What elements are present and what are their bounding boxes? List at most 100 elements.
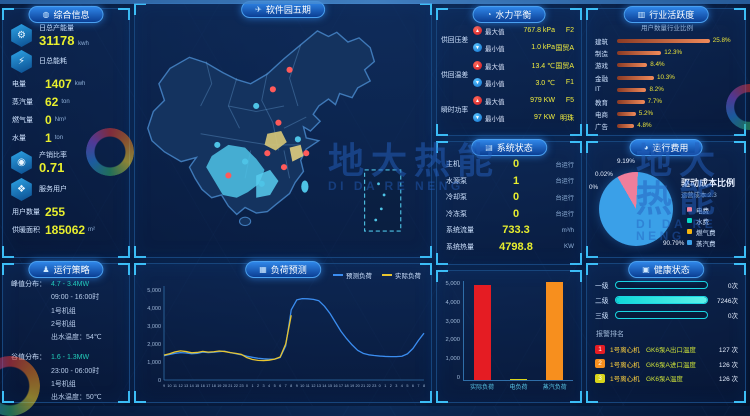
map-marker[interactable] [280,164,288,171]
industry-row[interactable]: 电商 5.2% [595,108,739,120]
bar[interactable]: 蒸汽负荷 [543,282,567,391]
bar[interactable]: 电负荷 [509,378,527,391]
panel-title: 水力平衡 [495,10,532,20]
industry-percent: 4.8% [637,122,652,130]
industry-category: 金融 [595,75,608,83]
map-marker[interactable] [225,172,232,179]
series-实际负荷 [163,315,292,362]
gear-icon: ⚙ [11,24,32,47]
pie-icon: ◕ [643,142,649,152]
legend-item[interactable]: 预测负荷 [333,270,372,280]
map-marker[interactable] [264,150,271,157]
bolt-icon: ⚡ [11,50,32,73]
level-bar[interactable] [615,295,708,304]
ytick: 0 [456,374,460,381]
overview-group-row: ⚙ 日总产能量 31178 kwh [10,24,123,47]
level-value: 0次 [727,282,738,290]
industry-category: 制造 [595,51,608,59]
china-map[interactable] [145,22,423,240]
map-marker[interactable] [275,119,282,126]
alarm-row[interactable]: 1 1号离心机 GK6泵A出口温度 127 次 [595,342,738,357]
alarm-count: 126 次 [718,361,738,369]
xtick: 21 [361,384,365,388]
level-label: 二级 [595,297,609,305]
overview-group-text: 日总产能量 31178 kwh [39,24,89,47]
industry-row[interactable]: 广告 4.8% [595,120,739,132]
panel-system-header[interactable]: ▤ 系统状态 [471,139,547,156]
bars-icon: ▥ [637,9,646,19]
system-label: 系统流量 [446,227,474,235]
alarm-count: 126 次 [718,376,738,384]
level-bar[interactable] [615,280,708,289]
level-bar[interactable] [615,310,708,319]
stat-row: 蒸汽量 62 ton [12,95,123,109]
xtick: 0 [246,384,248,388]
panel-hydraulic-header[interactable]: ◔ 水力平衡 [472,6,546,23]
top-strip [0,0,750,4]
industry-bar-chart[interactable]: 建筑 25.8% 制造 12.3% 游戏 8.4% 金融 10.3% IT 8.2% 教育 7.7% 电… [595,35,739,133]
industry-bar [617,39,710,44]
industry-row[interactable]: 金融 10.3% [595,72,739,84]
hydraulic-row: ▲ 最大值 979 KW F5 [473,92,577,109]
system-value: 1 [512,174,520,187]
panel-industry-header[interactable]: ▥ 行业活跃度 [623,6,709,23]
panel-forecast-header[interactable]: ▦ 负荷预测 [245,261,321,278]
system-status: m³/h [561,226,574,234]
overview-group-row: ◉ 产销比率 0.71 [10,151,123,174]
alarm-row[interactable]: 3 1号离心机 GK6泵A温度 126 次 [595,371,738,386]
legend-item[interactable]: 水费 [687,215,716,226]
map-marker[interactable] [253,102,260,110]
strategy-detail: 1.6 - 1.3MW 23:00 - 06:00时 1号机组 出水温度：50℃ [51,351,123,404]
xtick: 16 [333,384,337,388]
industry-row[interactable]: 游戏 8.4% [595,59,739,71]
industry-row[interactable]: 建筑 25.8% [595,35,739,47]
cost-pie-chart[interactable] [599,172,673,246]
hydraulic-body: 供回压差 ▲ 最大值 767.8 kPa F2 ▼ 最小值 1.0 kPa 国贸A 供回温差 ▲ 最大… [441,22,577,126]
hydraulic-value: 1.0 kPa [531,44,555,51]
legend-item[interactable]: 燃气费 [687,226,716,237]
panel-title: 综合信息 [53,10,90,20]
map-marker[interactable] [269,86,276,93]
bar-category: 实际负荷 [470,385,495,391]
map-marker[interactable] [242,158,249,165]
hydraulic-group: 供回温差 ▲ 最大值 13.4 ℃ 国贸A ▼ 最小值 3.0 ℃ F1 [441,57,577,91]
overview-body: ⚙ 日总产能量 31178 kwh ⚡ 日总能耗 电量 1407 kwh 蒸汽量 62 ton 燃气量… [10,24,123,237]
industry-row[interactable]: 教育 7.7% [595,96,739,108]
panel-health-header[interactable]: ▣ 健康状态 [628,261,704,278]
plane-icon: ✈ [255,4,262,14]
map-marker[interactable] [294,136,301,143]
map-marker[interactable] [258,180,265,187]
industry-row[interactable]: IT 8.2% [595,84,739,96]
forecast-legend[interactable]: 预测负荷 实际负荷 [333,270,421,280]
bar[interactable]: 实际负荷 [470,284,494,391]
strategy-range: 4.7 - 3.4MW [51,281,90,288]
hydraulic-group-label: 供回压差 [441,37,469,44]
ytick: 2,000 [445,337,460,344]
hydraulic-group-label: 瞬时功率 [441,107,469,114]
industry-percent: 10.3% [657,73,675,81]
map-marker[interactable] [286,66,293,73]
ytick: 0 [158,378,161,384]
industry-row[interactable]: 制造 12.3% [595,47,739,59]
load-bar-chart[interactable]: 实际负荷 电负荷 蒸汽负荷 [463,281,573,391]
xtick: 22 [234,384,238,388]
map-marker[interactable] [214,141,221,148]
xtick: 3 [395,384,397,388]
map-marker[interactable] [303,150,310,157]
alarm-row[interactable]: 2 1号离心机 GK6泵A进口温度 126 次 [595,357,738,372]
rank-badge: 2 [595,359,605,369]
xtick: 14 [322,384,326,388]
legend-item[interactable]: 电费 [687,204,716,215]
pie-legend[interactable]: 电费 水费 燃气费 蒸汽费 [687,204,716,248]
group-value: 0.71 [39,159,65,175]
panel-cost-header[interactable]: ◕ 运行费用 [629,139,703,156]
legend-item[interactable]: 蒸汽费 [687,237,716,248]
panel-strategy-header[interactable]: ♟ 运行策略 [28,261,104,278]
legend-item[interactable]: 实际负荷 [382,270,421,280]
panel-overview-header[interactable]: ◍ 综合信息 [28,6,104,23]
hydraulic-value: 13.4 ℃ [531,62,555,70]
strategy-line: 09:00 - 16:00时 [51,294,100,302]
series-预测负荷 [163,297,425,360]
level-value: 7246次 [717,297,738,305]
